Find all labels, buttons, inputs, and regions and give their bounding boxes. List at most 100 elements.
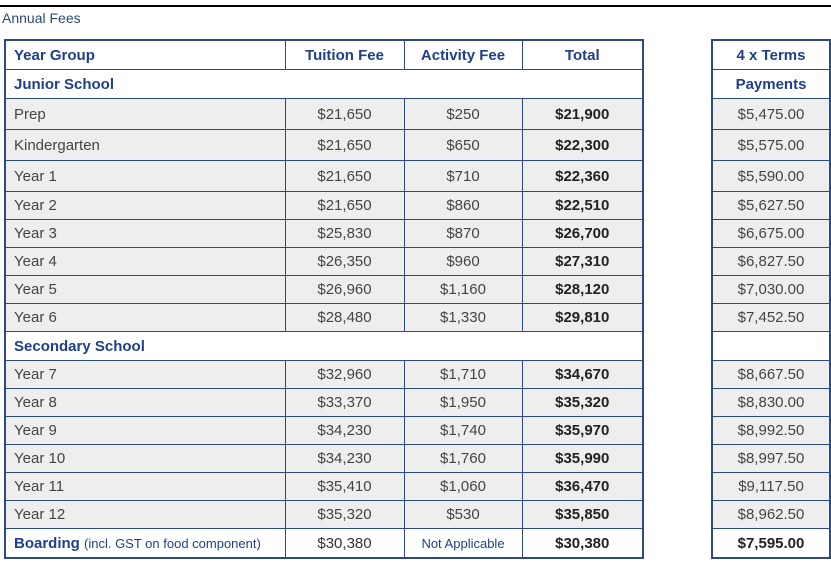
table-row: $8,962.50 bbox=[711, 500, 831, 529]
section-junior: Junior School bbox=[4, 69, 644, 99]
total-cell: $35,990 bbox=[521, 444, 644, 473]
payments-blank-row bbox=[711, 331, 831, 361]
boarding-payment: $7,595.00 bbox=[711, 528, 831, 559]
total-cell: $28,120 bbox=[521, 275, 644, 304]
tuition-cell: $21,650 bbox=[284, 98, 405, 130]
activity-cell: $1,950 bbox=[403, 388, 523, 417]
year-cell: Year 3 bbox=[4, 219, 286, 248]
table-row: Year 7 $32,960 $1,710 $34,670 bbox=[4, 360, 644, 389]
total-cell: $26,700 bbox=[521, 219, 644, 248]
top-rule bbox=[0, 5, 831, 7]
table-row: Year 1 $21,650 $710 $22,360 bbox=[4, 160, 644, 192]
activity-cell: $1,710 bbox=[403, 360, 523, 389]
tuition-cell: $25,830 bbox=[284, 219, 405, 248]
table-row: $8,992.50 bbox=[711, 416, 831, 445]
payments-header-row: 4 x Terms bbox=[711, 39, 831, 70]
total-cell: $36,470 bbox=[521, 472, 644, 501]
table-row: Year 2 $21,650 $860 $22,510 bbox=[4, 191, 644, 220]
payment-cell: $6,827.50 bbox=[711, 247, 831, 276]
table-row: $8,830.00 bbox=[711, 388, 831, 417]
year-cell: Year 5 bbox=[4, 275, 286, 304]
table-row: Year 12 $35,320 $530 $35,850 bbox=[4, 500, 644, 529]
payment-cell: $8,667.50 bbox=[711, 360, 831, 389]
activity-cell: $870 bbox=[403, 219, 523, 248]
table-row: $5,627.50 bbox=[711, 191, 831, 220]
section-label: Secondary School bbox=[4, 331, 644, 361]
tuition-cell: $28,480 bbox=[284, 303, 405, 332]
payment-cell: $5,590.00 bbox=[711, 160, 831, 192]
total-cell: $22,300 bbox=[521, 129, 644, 161]
total-cell: $34,670 bbox=[521, 360, 644, 389]
payment-cell: $5,627.50 bbox=[711, 191, 831, 220]
payment-cell: $6,675.00 bbox=[711, 219, 831, 248]
tuition-cell: $35,320 bbox=[284, 500, 405, 529]
payment-cell: $8,992.50 bbox=[711, 416, 831, 445]
table-row: $5,475.00 bbox=[711, 98, 831, 130]
payment-cell: $7,030.00 bbox=[711, 275, 831, 304]
table-row: Year 11 $35,410 $1,060 $36,470 bbox=[4, 472, 644, 501]
table-row: Year 9 $34,230 $1,740 $35,970 bbox=[4, 416, 644, 445]
header-activity: Activity Fee bbox=[403, 39, 523, 70]
table-row: $8,997.50 bbox=[711, 444, 831, 473]
table-row: $9,117.50 bbox=[711, 472, 831, 501]
year-cell: Year 11 bbox=[4, 472, 286, 501]
boarding-payment-row: $7,595.00 bbox=[711, 528, 831, 559]
payment-cell: $8,997.50 bbox=[711, 444, 831, 473]
table-row: Year 5 $26,960 $1,160 $28,120 bbox=[4, 275, 644, 304]
junior-payments: $5,475.00 $5,575.00 $5,590.00 $5,627.50 $6,6… bbox=[711, 98, 831, 332]
activity-cell: $530 bbox=[403, 500, 523, 529]
boarding-activity: Not Applicable bbox=[403, 528, 523, 559]
total-cell: $35,850 bbox=[521, 500, 644, 529]
tuition-cell: $21,650 bbox=[284, 160, 405, 192]
activity-cell: $860 bbox=[403, 191, 523, 220]
page-title: Annual Fees bbox=[2, 10, 81, 26]
section-secondary: Secondary School bbox=[4, 331, 644, 361]
payments-subheader-row: Payments bbox=[711, 69, 831, 99]
year-cell: Year 6 bbox=[4, 303, 286, 332]
table-row: Year 4 $26,350 $960 $27,310 bbox=[4, 247, 644, 276]
tuition-cell: $35,410 bbox=[284, 472, 405, 501]
payment-cell: $5,575.00 bbox=[711, 129, 831, 161]
total-cell: $22,510 bbox=[521, 191, 644, 220]
secondary-payments: $8,667.50 $8,830.00 $8,992.50 $8,997.50 $9,1… bbox=[711, 360, 831, 529]
year-cell: Year 2 bbox=[4, 191, 286, 220]
fees-table: Year Group Tuition Fee Activity Fee Tota… bbox=[4, 39, 644, 559]
year-cell: Year 10 bbox=[4, 444, 286, 473]
activity-cell: $1,740 bbox=[403, 416, 523, 445]
activity-cell: $650 bbox=[403, 129, 523, 161]
table-row: $7,030.00 bbox=[711, 275, 831, 304]
year-cell: Year 12 bbox=[4, 500, 286, 529]
header-year-group: Year Group bbox=[4, 39, 286, 70]
payment-cell: $9,117.50 bbox=[711, 472, 831, 501]
table-row: Year 3 $25,830 $870 $26,700 bbox=[4, 219, 644, 248]
tuition-cell: $26,350 bbox=[284, 247, 405, 276]
tuition-cell: $21,650 bbox=[284, 129, 405, 161]
header-tuition: Tuition Fee bbox=[284, 39, 405, 70]
year-cell: Year 4 bbox=[4, 247, 286, 276]
total-cell: $35,320 bbox=[521, 388, 644, 417]
activity-cell: $710 bbox=[403, 160, 523, 192]
junior-rows: Prep $21,650 $250 $21,900 Kindergarten $21,65… bbox=[4, 98, 644, 332]
total-cell: $27,310 bbox=[521, 247, 644, 276]
tuition-cell: $33,370 bbox=[284, 388, 405, 417]
activity-cell: $250 bbox=[403, 98, 523, 130]
boarding-tuition: $30,380 bbox=[284, 528, 405, 559]
year-cell: Kindergarten bbox=[4, 129, 286, 161]
activity-cell: $960 bbox=[403, 247, 523, 276]
year-cell: Prep bbox=[4, 98, 286, 130]
header-row: Year Group Tuition Fee Activity Fee Tota… bbox=[4, 39, 644, 70]
table-row: $8,667.50 bbox=[711, 360, 831, 389]
payments-table: 4 x Terms Payments $5,475.00 $5,575.00 $5,… bbox=[711, 39, 831, 559]
activity-cell: $1,160 bbox=[403, 275, 523, 304]
payment-cell: $8,830.00 bbox=[711, 388, 831, 417]
boarding-label: Boarding (incl. GST on food component) bbox=[4, 528, 286, 559]
boarding-row: Boarding (incl. GST on food component) $… bbox=[4, 528, 644, 559]
payment-cell: $5,475.00 bbox=[711, 98, 831, 130]
activity-cell: $1,330 bbox=[403, 303, 523, 332]
tuition-cell: $21,650 bbox=[284, 191, 405, 220]
header-total: Total bbox=[521, 39, 644, 70]
table-row: Year 10 $34,230 $1,760 $35,990 bbox=[4, 444, 644, 473]
year-cell: Year 9 bbox=[4, 416, 286, 445]
table-row: $6,675.00 bbox=[711, 219, 831, 248]
total-cell: $21,900 bbox=[521, 98, 644, 130]
